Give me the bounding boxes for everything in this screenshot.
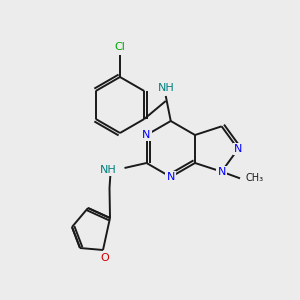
Text: N: N (234, 144, 242, 154)
Text: N: N (218, 167, 226, 177)
Text: NH: NH (100, 165, 116, 175)
Text: N: N (167, 172, 175, 182)
Text: O: O (100, 253, 109, 263)
Text: Cl: Cl (115, 42, 125, 52)
Text: CH₃: CH₃ (245, 173, 263, 183)
Text: NH: NH (158, 83, 174, 93)
Text: N: N (142, 130, 151, 140)
